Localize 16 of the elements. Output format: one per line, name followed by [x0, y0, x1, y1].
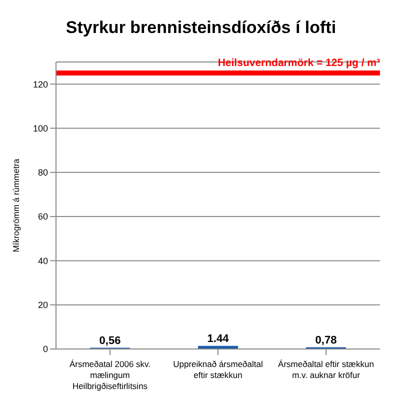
ref-line-label: Heilsuverndarmörk = 125 µg / m³ — [218, 57, 380, 70]
y-tick-label: 0 — [42, 344, 48, 354]
data-label: 0,56 — [99, 334, 121, 347]
data-label: 1.44 — [207, 332, 230, 345]
y-tick-label: 80 — [38, 168, 48, 178]
x-tick-label: Ársmeðaltal eftir stækkun m.v. auknar kröfur — [278, 359, 374, 380]
x-tick-label: Ársmeðatal 2006 skv. mælingum Heilbrigðiseftirlitsins — [69, 359, 151, 391]
y-tick-label: 40 — [38, 256, 48, 266]
y-tick-label: 60 — [38, 212, 48, 222]
y-tick-label: 20 — [38, 300, 48, 310]
y-tick-label: 100 — [32, 123, 48, 134]
y-axis-title: Míkrogrömm á rúmmetra — [11, 158, 22, 252]
x-tick-label: Uppreiknað ársmeðaltal eftir stækkun — [173, 359, 263, 380]
data-label: 0,78 — [315, 334, 337, 346]
y-tick-label: 120 — [32, 79, 48, 90]
chart-title: Styrkur brennisteinsdíoxíðs í lofti — [64, 17, 338, 39]
